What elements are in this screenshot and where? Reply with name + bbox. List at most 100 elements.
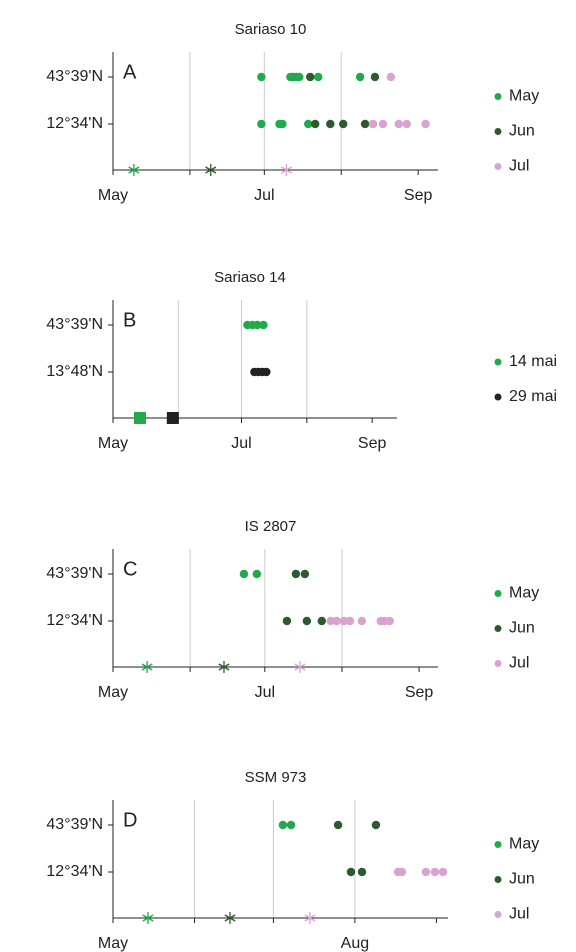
flowering-point bbox=[397, 867, 407, 877]
flowering-point bbox=[339, 119, 348, 129]
legend-marker bbox=[494, 911, 502, 918]
flowering-point bbox=[333, 820, 343, 830]
flowering-point bbox=[421, 119, 430, 129]
legend-marker bbox=[494, 358, 502, 366]
x-tick-label: Sep bbox=[404, 187, 433, 204]
flowering-point bbox=[306, 72, 315, 82]
legend-marker bbox=[494, 625, 502, 632]
sowing-marker bbox=[280, 164, 292, 176]
flowering-point bbox=[339, 616, 349, 626]
x-tick-label: Jul bbox=[255, 684, 275, 701]
flowering-point bbox=[368, 119, 378, 129]
flowering-point bbox=[317, 616, 326, 626]
flowering-point bbox=[310, 119, 320, 129]
flowering-point bbox=[385, 616, 394, 626]
y-tick-label: 43°39'N bbox=[46, 316, 103, 333]
x-tick-label: Sep bbox=[358, 435, 387, 452]
panel-title: IS 2807 bbox=[245, 518, 297, 535]
flowering-point bbox=[302, 616, 312, 626]
legend-label: Jul bbox=[509, 655, 529, 672]
y-tick-label: 12°34'N bbox=[46, 612, 103, 629]
panel-label: C bbox=[123, 558, 137, 580]
legend-label: Jun bbox=[509, 871, 535, 888]
flowering-point bbox=[371, 820, 381, 830]
flowering-point bbox=[257, 72, 266, 82]
legend-label: Jun bbox=[509, 123, 535, 140]
y-tick-label: 12°34'N bbox=[46, 115, 103, 132]
flowering-point bbox=[291, 569, 301, 579]
sowing-marker bbox=[141, 661, 153, 673]
flowering-point bbox=[345, 616, 355, 626]
sowing-marker bbox=[218, 661, 230, 673]
flowering-point bbox=[355, 72, 365, 82]
x-tick-label: Jul bbox=[231, 435, 251, 452]
panel-label: A bbox=[123, 61, 137, 83]
sowing-marker-stroke bbox=[224, 914, 236, 922]
sowing-marker bbox=[294, 661, 306, 673]
sowing-marker-stroke bbox=[128, 166, 140, 174]
legend-label: Jul bbox=[509, 906, 529, 923]
flowering-point bbox=[259, 320, 268, 330]
y-tick-label: 43°39'N bbox=[46, 565, 103, 582]
legend-marker bbox=[494, 590, 502, 597]
legend-marker bbox=[494, 660, 502, 667]
sowing-marker-stroke bbox=[205, 166, 217, 174]
legend-marker bbox=[494, 876, 502, 883]
flowering-point bbox=[300, 569, 310, 579]
flowering-point bbox=[402, 119, 411, 129]
sowing-marker bbox=[133, 412, 146, 424]
panel-label: B bbox=[123, 309, 136, 331]
sowing-marker bbox=[166, 412, 179, 424]
flowering-point bbox=[386, 72, 396, 82]
x-tick-label: May bbox=[98, 935, 128, 952]
flowering-point bbox=[239, 569, 249, 579]
legend-marker bbox=[494, 93, 502, 100]
y-tick-label: 12°34'N bbox=[46, 863, 103, 880]
sowing-marker-stroke bbox=[141, 663, 153, 671]
flowering-point bbox=[332, 616, 341, 626]
sowing-marker bbox=[128, 164, 140, 176]
legend-marker bbox=[494, 841, 502, 848]
panel-label: D bbox=[123, 809, 137, 831]
flowering-point bbox=[282, 616, 292, 626]
flowering-point bbox=[304, 119, 313, 129]
flowering-point bbox=[360, 119, 370, 129]
flowering-point bbox=[370, 72, 380, 82]
flowering-point bbox=[257, 119, 266, 129]
flowering-point bbox=[357, 616, 367, 626]
panel-title: Sariaso 14 bbox=[214, 269, 286, 286]
legend-marker bbox=[494, 128, 502, 135]
flowering-point bbox=[252, 569, 262, 579]
legend-label: May bbox=[509, 88, 539, 105]
legend-label: 14 mai bbox=[509, 353, 557, 370]
legend-label: 29 mai bbox=[509, 388, 557, 405]
flowering-point bbox=[438, 867, 448, 877]
x-tick-label: Jul bbox=[254, 187, 274, 204]
flowering-point bbox=[357, 867, 367, 877]
flowering-point bbox=[295, 72, 304, 82]
flowering-point bbox=[278, 820, 288, 830]
flowering-point bbox=[262, 367, 271, 377]
y-tick-label: 43°39'N bbox=[46, 68, 103, 85]
x-tick-label: Sep bbox=[405, 684, 434, 701]
y-tick-label: 13°48'N bbox=[46, 363, 103, 380]
flowering-point bbox=[278, 119, 287, 129]
panel-title: SSM 973 bbox=[245, 769, 307, 786]
flowering-point bbox=[378, 119, 388, 129]
x-tick-label: May bbox=[98, 187, 128, 204]
legend-marker bbox=[494, 393, 502, 401]
x-tick-label: May bbox=[98, 684, 128, 701]
sowing-marker bbox=[205, 164, 217, 176]
legend-label: May bbox=[509, 836, 539, 853]
sowing-marker bbox=[304, 912, 316, 924]
sowing-marker-stroke bbox=[218, 663, 230, 671]
flowering-point bbox=[253, 320, 262, 330]
sowing-marker bbox=[224, 912, 236, 924]
panel-title: Sariaso 10 bbox=[235, 21, 307, 38]
sowing-marker-stroke bbox=[280, 166, 292, 174]
y-tick-label: 43°39'N bbox=[46, 816, 103, 833]
sowing-marker-stroke bbox=[142, 914, 154, 922]
x-tick-label: Aug bbox=[341, 935, 369, 952]
flowering-point bbox=[421, 867, 431, 877]
